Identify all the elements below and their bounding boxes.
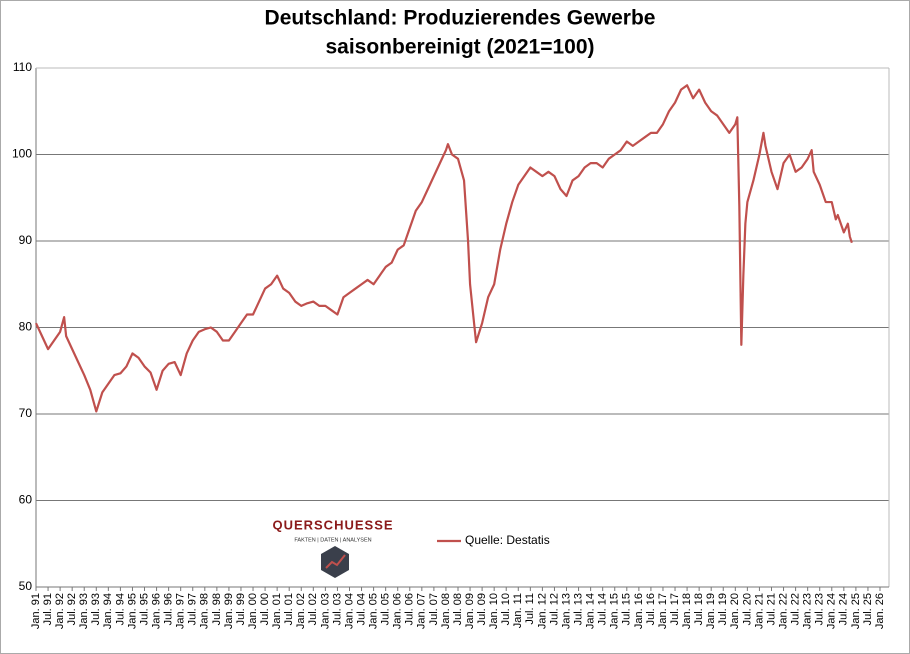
x-tick-label: Jul. 16 [645, 593, 657, 625]
x-tick-label: Jul. 13 [572, 593, 584, 625]
x-tick-label: Jan. 12 [536, 593, 548, 629]
x-tick-label: Jul. 15 [621, 593, 633, 625]
x-tick-label: Jul. 91 [42, 593, 54, 625]
x-tick-label: Jan. 11 [512, 593, 524, 628]
y-tick-label: 70 [19, 406, 33, 420]
y-tick-label: 60 [19, 493, 33, 507]
x-tick-label: Jan. 19 [705, 593, 717, 629]
x-tick-label: Jul. 01 [283, 593, 295, 625]
x-tick-label: Jan. 01 [271, 593, 283, 629]
x-tick-label: Jan. 23 [802, 593, 814, 629]
x-tick-label: Jan. 21 [753, 593, 765, 629]
x-tick-label: Jan. 22 [777, 593, 789, 629]
x-tick-label: Jan. 05 [368, 593, 380, 629]
x-tick-label: Jan. 10 [488, 593, 500, 629]
chart-subtitle: saisonbereinigt (2021=100) [325, 36, 594, 59]
legend-label: Quelle: Destatis [465, 533, 550, 547]
x-tick-label: Jan. 26 [874, 593, 886, 629]
x-tick-label: Jul. 09 [476, 593, 488, 625]
x-tick-label: Jul. 03 [331, 593, 343, 625]
x-tick-label: Jul. 12 [548, 593, 560, 625]
x-tick-label: Jul. 92 [66, 593, 78, 625]
x-tick-label: Jul. 00 [259, 593, 271, 625]
x-tick-label: Jul. 93 [90, 593, 102, 625]
x-tick-label: Jul. 25 [862, 593, 874, 625]
x-tick-label: Jan. 17 [657, 593, 669, 629]
x-tick-label: Jan. 99 [223, 593, 235, 629]
y-tick-label: 90 [19, 233, 33, 247]
logo-arrow [325, 554, 346, 569]
logo-icon [321, 546, 349, 578]
x-tick-label: Jul. 22 [790, 593, 802, 625]
x-tick-label: Jan. 08 [440, 593, 452, 629]
x-tick-label: Jul. 05 [380, 593, 392, 625]
series-line [35, 84, 853, 413]
x-tick-label: Jul. 10 [500, 593, 512, 625]
x-tick-label: Jul. 23 [814, 593, 826, 625]
x-tick-label: Jan. 98 [199, 593, 211, 629]
x-tick-label: Jul. 17 [669, 593, 681, 625]
x-tick-label: Jul. 19 [717, 593, 729, 625]
x-tick-label: Jan. 92 [54, 593, 66, 629]
x-tick-label: Jul. 14 [597, 593, 609, 625]
x-tick-label: Jan. 13 [560, 593, 572, 629]
x-tick-label: Jul. 04 [355, 593, 367, 625]
x-tick-label: Jan. 02 [295, 593, 307, 629]
x-tick-label: Jan. 18 [681, 593, 693, 629]
x-tick-label: Jul. 97 [187, 593, 199, 625]
x-tick-label: Jan. 93 [78, 593, 90, 629]
y-tick-label: 50 [19, 579, 33, 593]
x-tick-label: Jan. 95 [126, 593, 138, 629]
x-tick-label: Jul. 98 [211, 593, 223, 625]
x-tick-label: Jan. 94 [102, 593, 114, 629]
x-tick-label: Jul. 06 [404, 593, 416, 625]
x-tick-label: Jan. 16 [633, 593, 645, 629]
x-tick-label: Jan. 20 [729, 593, 741, 629]
x-tick-label: Jul. 24 [838, 593, 850, 625]
x-tick-label: Jul. 94 [114, 593, 126, 625]
logo-name: QUERSCHUESSE [272, 517, 393, 532]
x-tick-label: Jan. 07 [416, 593, 428, 629]
x-tick-label: Jan. 25 [850, 593, 862, 629]
x-tick-label: Jan. 14 [585, 593, 597, 629]
x-tick-label: Jul. 18 [693, 593, 705, 625]
x-tick-label: Jan. 97 [175, 593, 187, 629]
x-tick-label: Jan. 03 [319, 593, 331, 629]
y-tick-label: 80 [19, 320, 33, 334]
x-tick-label: Jul. 99 [235, 593, 247, 625]
x-tick-label: Jan. 24 [826, 593, 838, 629]
x-tick-label: Jul. 11 [524, 593, 536, 625]
x-tick-label: Jan. 96 [150, 593, 162, 629]
logo: QUERSCHUESSE FAKTEN | DATEN | ANALYSEN [272, 517, 393, 578]
x-tick-label: Jul. 07 [428, 593, 440, 625]
x-tick-label: Jan. 06 [392, 593, 404, 629]
y-tick-label: 110 [13, 60, 32, 74]
y-tick-label: 100 [12, 147, 32, 161]
x-tick-label: Jul. 20 [741, 593, 753, 625]
x-tick-label: Jan. 04 [343, 593, 355, 629]
x-tick-label: Jul. 02 [307, 593, 319, 625]
x-tick-label: Jul. 21 [765, 593, 777, 625]
x-tick-label: Jan. 15 [609, 593, 621, 629]
x-tick-label: Jan. 91 [30, 593, 42, 629]
logo-tagline: FAKTEN | DATEN | ANALYSEN [294, 537, 371, 543]
x-tick-label: Jul. 95 [138, 593, 150, 625]
x-tick-label: Jul. 96 [163, 593, 175, 625]
x-tick-label: Jan. 00 [247, 593, 259, 629]
x-tick-label: Jul. 08 [452, 593, 464, 625]
chart-title: Deutschland: Produzierendes Gewerbe [265, 7, 656, 30]
x-tick-label: Jan. 09 [464, 593, 476, 629]
